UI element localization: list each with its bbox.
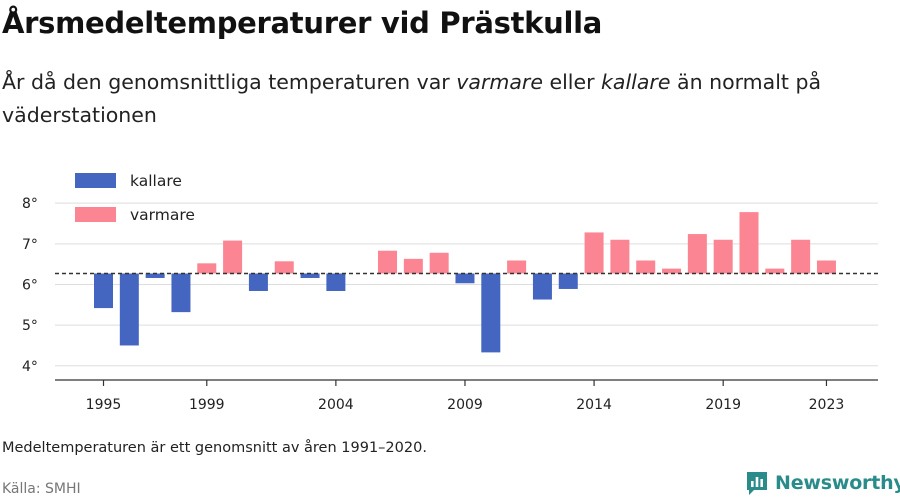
bar-2001 bbox=[248, 273, 268, 291]
x-tick-label: 2019 bbox=[705, 397, 741, 413]
brand-logo[interactable]: Newsworthy bbox=[745, 470, 900, 496]
bar-2023 bbox=[816, 260, 836, 274]
x-tick-label: 2023 bbox=[809, 397, 845, 413]
legend-label-warmer: varmare bbox=[130, 206, 195, 224]
x-tick-label: 1995 bbox=[86, 397, 122, 413]
bar-2015 bbox=[610, 239, 630, 274]
chart-subtitle: År då den genomsnittliga temperaturen va… bbox=[2, 66, 892, 132]
legend-label-colder: kallare bbox=[130, 172, 182, 190]
bar-2000 bbox=[223, 240, 243, 274]
bar-2006 bbox=[378, 250, 398, 274]
bar-2018 bbox=[687, 234, 707, 274]
chart-title: Årsmedeltemperaturer vid Prästkulla bbox=[2, 6, 603, 40]
bar-2017 bbox=[662, 268, 682, 274]
y-tick-label: 7° bbox=[22, 237, 38, 253]
bar-2016 bbox=[636, 260, 656, 274]
bar-2020 bbox=[739, 212, 759, 274]
bars-layer bbox=[94, 212, 836, 353]
bar-2003 bbox=[300, 273, 320, 278]
bar-2021 bbox=[765, 268, 785, 274]
x-tick-label: 2014 bbox=[576, 397, 612, 413]
y-tick-label: 4° bbox=[22, 359, 38, 375]
x-tick-label: 1999 bbox=[189, 397, 225, 413]
bar-1996 bbox=[119, 273, 139, 346]
legend: kallare varmare bbox=[75, 172, 195, 224]
subtitle-part1: År då den genomsnittliga temperaturen va… bbox=[2, 70, 457, 94]
bar-2011 bbox=[507, 260, 527, 274]
subtitle-warm-word: varmare bbox=[456, 70, 543, 94]
axis-layer: 4° 5° 6° 7° 8° 1995 1999 2004 2009 2014 2019 2023 bbox=[22, 196, 878, 413]
source-label: Källa: SMHI bbox=[2, 481, 81, 497]
bar-2009 bbox=[455, 273, 475, 284]
bar-2013 bbox=[558, 273, 578, 289]
subtitle-cold-word: kallare bbox=[601, 70, 671, 94]
bar-2007 bbox=[403, 258, 423, 274]
y-tick-label: 5° bbox=[22, 318, 38, 334]
bar-2019 bbox=[713, 239, 733, 274]
bar-2012 bbox=[532, 273, 552, 300]
bar-2014 bbox=[584, 232, 604, 274]
bar-2004 bbox=[326, 273, 346, 291]
brand-name: Newsworthy bbox=[775, 472, 900, 494]
newsworthy-logo-icon bbox=[747, 472, 767, 495]
bar-1999 bbox=[197, 263, 217, 274]
bar-1997 bbox=[145, 273, 165, 278]
footnote: Medeltemperaturen är ett genomsnitt av å… bbox=[2, 440, 427, 456]
bar-2002 bbox=[274, 261, 294, 274]
subtitle-part2: eller bbox=[542, 70, 602, 94]
x-tick-label: 2004 bbox=[318, 397, 354, 413]
subtitle-part3: än normalt på väderstationen bbox=[2, 70, 822, 127]
legend-swatch-warmer bbox=[75, 207, 116, 222]
bar-1998 bbox=[171, 273, 191, 313]
legend-swatch-colder bbox=[75, 173, 116, 188]
x-tick-label: 2009 bbox=[447, 397, 483, 413]
bar-1995 bbox=[94, 273, 113, 309]
y-tick-label: 6° bbox=[22, 277, 38, 293]
bar-2022 bbox=[791, 239, 811, 274]
y-tick-label: 8° bbox=[22, 196, 38, 212]
bar-2010 bbox=[481, 273, 501, 353]
bar-chart: 4° 5° 6° 7° 8° 1995 1999 2004 2009 2014 2019 2023 k… bbox=[22, 172, 878, 413]
bar-2008 bbox=[429, 252, 449, 274]
